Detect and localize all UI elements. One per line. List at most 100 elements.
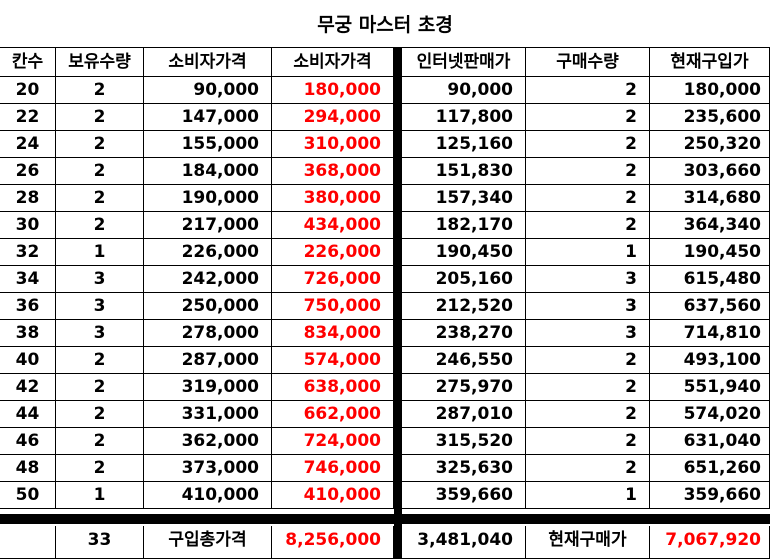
cell-col-internet-price[interactable]: 157,340 — [402, 185, 526, 212]
cell-col-consumer-price[interactable]: 287,000 — [144, 347, 272, 374]
cell-col-current-price[interactable]: 303,660 — [650, 158, 770, 185]
cell-col-consumer-price[interactable]: 217,000 — [144, 212, 272, 239]
cell-col-owned-qty[interactable]: 3 — [56, 266, 144, 293]
cell-col-internet-price[interactable]: 287,010 — [402, 401, 526, 428]
cell-col-current-price[interactable]: 574,020 — [650, 401, 770, 428]
cell-col-internet-price[interactable]: 315,520 — [402, 428, 526, 455]
cell-col-internet-price[interactable]: 190,450 — [402, 239, 526, 266]
cell-col-consumer-price[interactable]: 331,000 — [144, 401, 272, 428]
cell-col-consumer-total[interactable]: 746,000 — [272, 455, 394, 482]
cell-col-owned-qty[interactable]: 2 — [56, 104, 144, 131]
cell-col-internet-price[interactable]: 238,270 — [402, 320, 526, 347]
cell-col-consumer-price[interactable]: 147,000 — [144, 104, 272, 131]
cell-col-consumer-total[interactable]: 294,000 — [272, 104, 394, 131]
cell-col-current-price[interactable]: 615,480 — [650, 266, 770, 293]
purchase-total-label[interactable]: 구입총가격 — [144, 526, 272, 559]
cell-col-buy-qty[interactable]: 2 — [526, 428, 650, 455]
internet-total-value[interactable]: 3,481,040 — [402, 526, 526, 559]
header-col-buy-qty[interactable]: 구매수량 — [526, 48, 650, 77]
cell-col-buy-qty[interactable]: 2 — [526, 131, 650, 158]
cell-col-internet-price[interactable]: 182,170 — [402, 212, 526, 239]
header-col-internet-price[interactable]: 인터넷판매가 — [402, 48, 526, 77]
cell-col-buy-qty[interactable]: 2 — [526, 455, 650, 482]
cell-col-consumer-total[interactable]: 310,000 — [272, 131, 394, 158]
cell-col-buy-qty[interactable]: 2 — [526, 185, 650, 212]
cell-col-buy-qty[interactable]: 2 — [526, 77, 650, 104]
cell-col-internet-price[interactable]: 151,830 — [402, 158, 526, 185]
cell-col-consumer-total[interactable]: 180,000 — [272, 77, 394, 104]
cell-col-kansu[interactable]: 46 — [0, 428, 56, 455]
cell-col-owned-qty[interactable]: 1 — [56, 239, 144, 266]
cell-col-buy-qty[interactable]: 3 — [526, 293, 650, 320]
cell-col-kansu[interactable]: 48 — [0, 455, 56, 482]
cell-col-current-price[interactable]: 314,680 — [650, 185, 770, 212]
cell-col-owned-qty[interactable]: 1 — [56, 482, 144, 509]
cell-col-owned-qty[interactable]: 2 — [56, 77, 144, 104]
cell-col-consumer-price[interactable]: 90,000 — [144, 77, 272, 104]
cell-col-consumer-price[interactable]: 184,000 — [144, 158, 272, 185]
cell-col-owned-qty[interactable]: 3 — [56, 320, 144, 347]
cell-col-current-price[interactable]: 190,450 — [650, 239, 770, 266]
total-empty-cell[interactable] — [0, 526, 56, 559]
cell-col-current-price[interactable]: 714,810 — [650, 320, 770, 347]
cell-col-consumer-total[interactable]: 410,000 — [272, 482, 394, 509]
cell-col-current-price[interactable]: 250,320 — [650, 131, 770, 158]
cell-col-internet-price[interactable]: 117,800 — [402, 104, 526, 131]
cell-col-consumer-price[interactable]: 155,000 — [144, 131, 272, 158]
cell-col-consumer-total[interactable]: 724,000 — [272, 428, 394, 455]
cell-col-consumer-total[interactable]: 750,000 — [272, 293, 394, 320]
cell-col-buy-qty[interactable]: 3 — [526, 266, 650, 293]
cell-col-kansu[interactable]: 40 — [0, 347, 56, 374]
cell-col-kansu[interactable]: 32 — [0, 239, 56, 266]
cell-col-consumer-total[interactable]: 368,000 — [272, 158, 394, 185]
cell-col-owned-qty[interactable]: 2 — [56, 374, 144, 401]
cell-col-consumer-total[interactable]: 726,000 — [272, 266, 394, 293]
cell-col-owned-qty[interactable]: 2 — [56, 455, 144, 482]
cell-col-kansu[interactable]: 50 — [0, 482, 56, 509]
total-quantity-cell[interactable]: 33 — [56, 526, 144, 559]
cell-col-kansu[interactable]: 24 — [0, 131, 56, 158]
current-total-value[interactable]: 7,067,920 — [650, 526, 770, 559]
cell-col-consumer-price[interactable]: 242,000 — [144, 266, 272, 293]
current-total-label[interactable]: 현재구매가 — [526, 526, 650, 559]
cell-col-buy-qty[interactable]: 2 — [526, 347, 650, 374]
cell-col-kansu[interactable]: 42 — [0, 374, 56, 401]
cell-col-buy-qty[interactable]: 2 — [526, 401, 650, 428]
cell-col-kansu[interactable]: 44 — [0, 401, 56, 428]
cell-col-consumer-total[interactable]: 226,000 — [272, 239, 394, 266]
cell-col-consumer-total[interactable]: 662,000 — [272, 401, 394, 428]
purchase-total-value[interactable]: 8,256,000 — [272, 526, 394, 559]
cell-col-internet-price[interactable]: 359,660 — [402, 482, 526, 509]
cell-col-consumer-price[interactable]: 319,000 — [144, 374, 272, 401]
header-col-owned-qty[interactable]: 보유수량 — [56, 48, 144, 77]
cell-col-current-price[interactable]: 235,600 — [650, 104, 770, 131]
cell-col-consumer-price[interactable]: 226,000 — [144, 239, 272, 266]
cell-col-kansu[interactable]: 20 — [0, 77, 56, 104]
cell-col-consumer-total[interactable]: 574,000 — [272, 347, 394, 374]
cell-col-current-price[interactable]: 551,940 — [650, 374, 770, 401]
cell-col-current-price[interactable]: 180,000 — [650, 77, 770, 104]
sheet-title[interactable]: 무궁 마스터 초경 — [0, 0, 770, 48]
cell-col-buy-qty[interactable]: 2 — [526, 212, 650, 239]
cell-col-internet-price[interactable]: 205,160 — [402, 266, 526, 293]
cell-col-internet-price[interactable]: 125,160 — [402, 131, 526, 158]
cell-col-current-price[interactable]: 631,040 — [650, 428, 770, 455]
cell-col-owned-qty[interactable]: 2 — [56, 185, 144, 212]
cell-col-kansu[interactable]: 38 — [0, 320, 56, 347]
cell-col-consumer-total[interactable]: 434,000 — [272, 212, 394, 239]
header-col-consumer-total[interactable]: 소비자가격 — [272, 48, 394, 77]
cell-col-owned-qty[interactable]: 2 — [56, 158, 144, 185]
cell-col-consumer-price[interactable]: 250,000 — [144, 293, 272, 320]
cell-col-internet-price[interactable]: 275,970 — [402, 374, 526, 401]
cell-col-kansu[interactable]: 28 — [0, 185, 56, 212]
cell-col-kansu[interactable]: 22 — [0, 104, 56, 131]
cell-col-owned-qty[interactable]: 2 — [56, 212, 144, 239]
cell-col-owned-qty[interactable]: 2 — [56, 401, 144, 428]
cell-col-current-price[interactable]: 651,260 — [650, 455, 770, 482]
cell-col-consumer-total[interactable]: 834,000 — [272, 320, 394, 347]
cell-col-consumer-price[interactable]: 373,000 — [144, 455, 272, 482]
cell-col-buy-qty[interactable]: 1 — [526, 239, 650, 266]
cell-col-internet-price[interactable]: 90,000 — [402, 77, 526, 104]
cell-col-consumer-price[interactable]: 362,000 — [144, 428, 272, 455]
cell-col-owned-qty[interactable]: 2 — [56, 428, 144, 455]
